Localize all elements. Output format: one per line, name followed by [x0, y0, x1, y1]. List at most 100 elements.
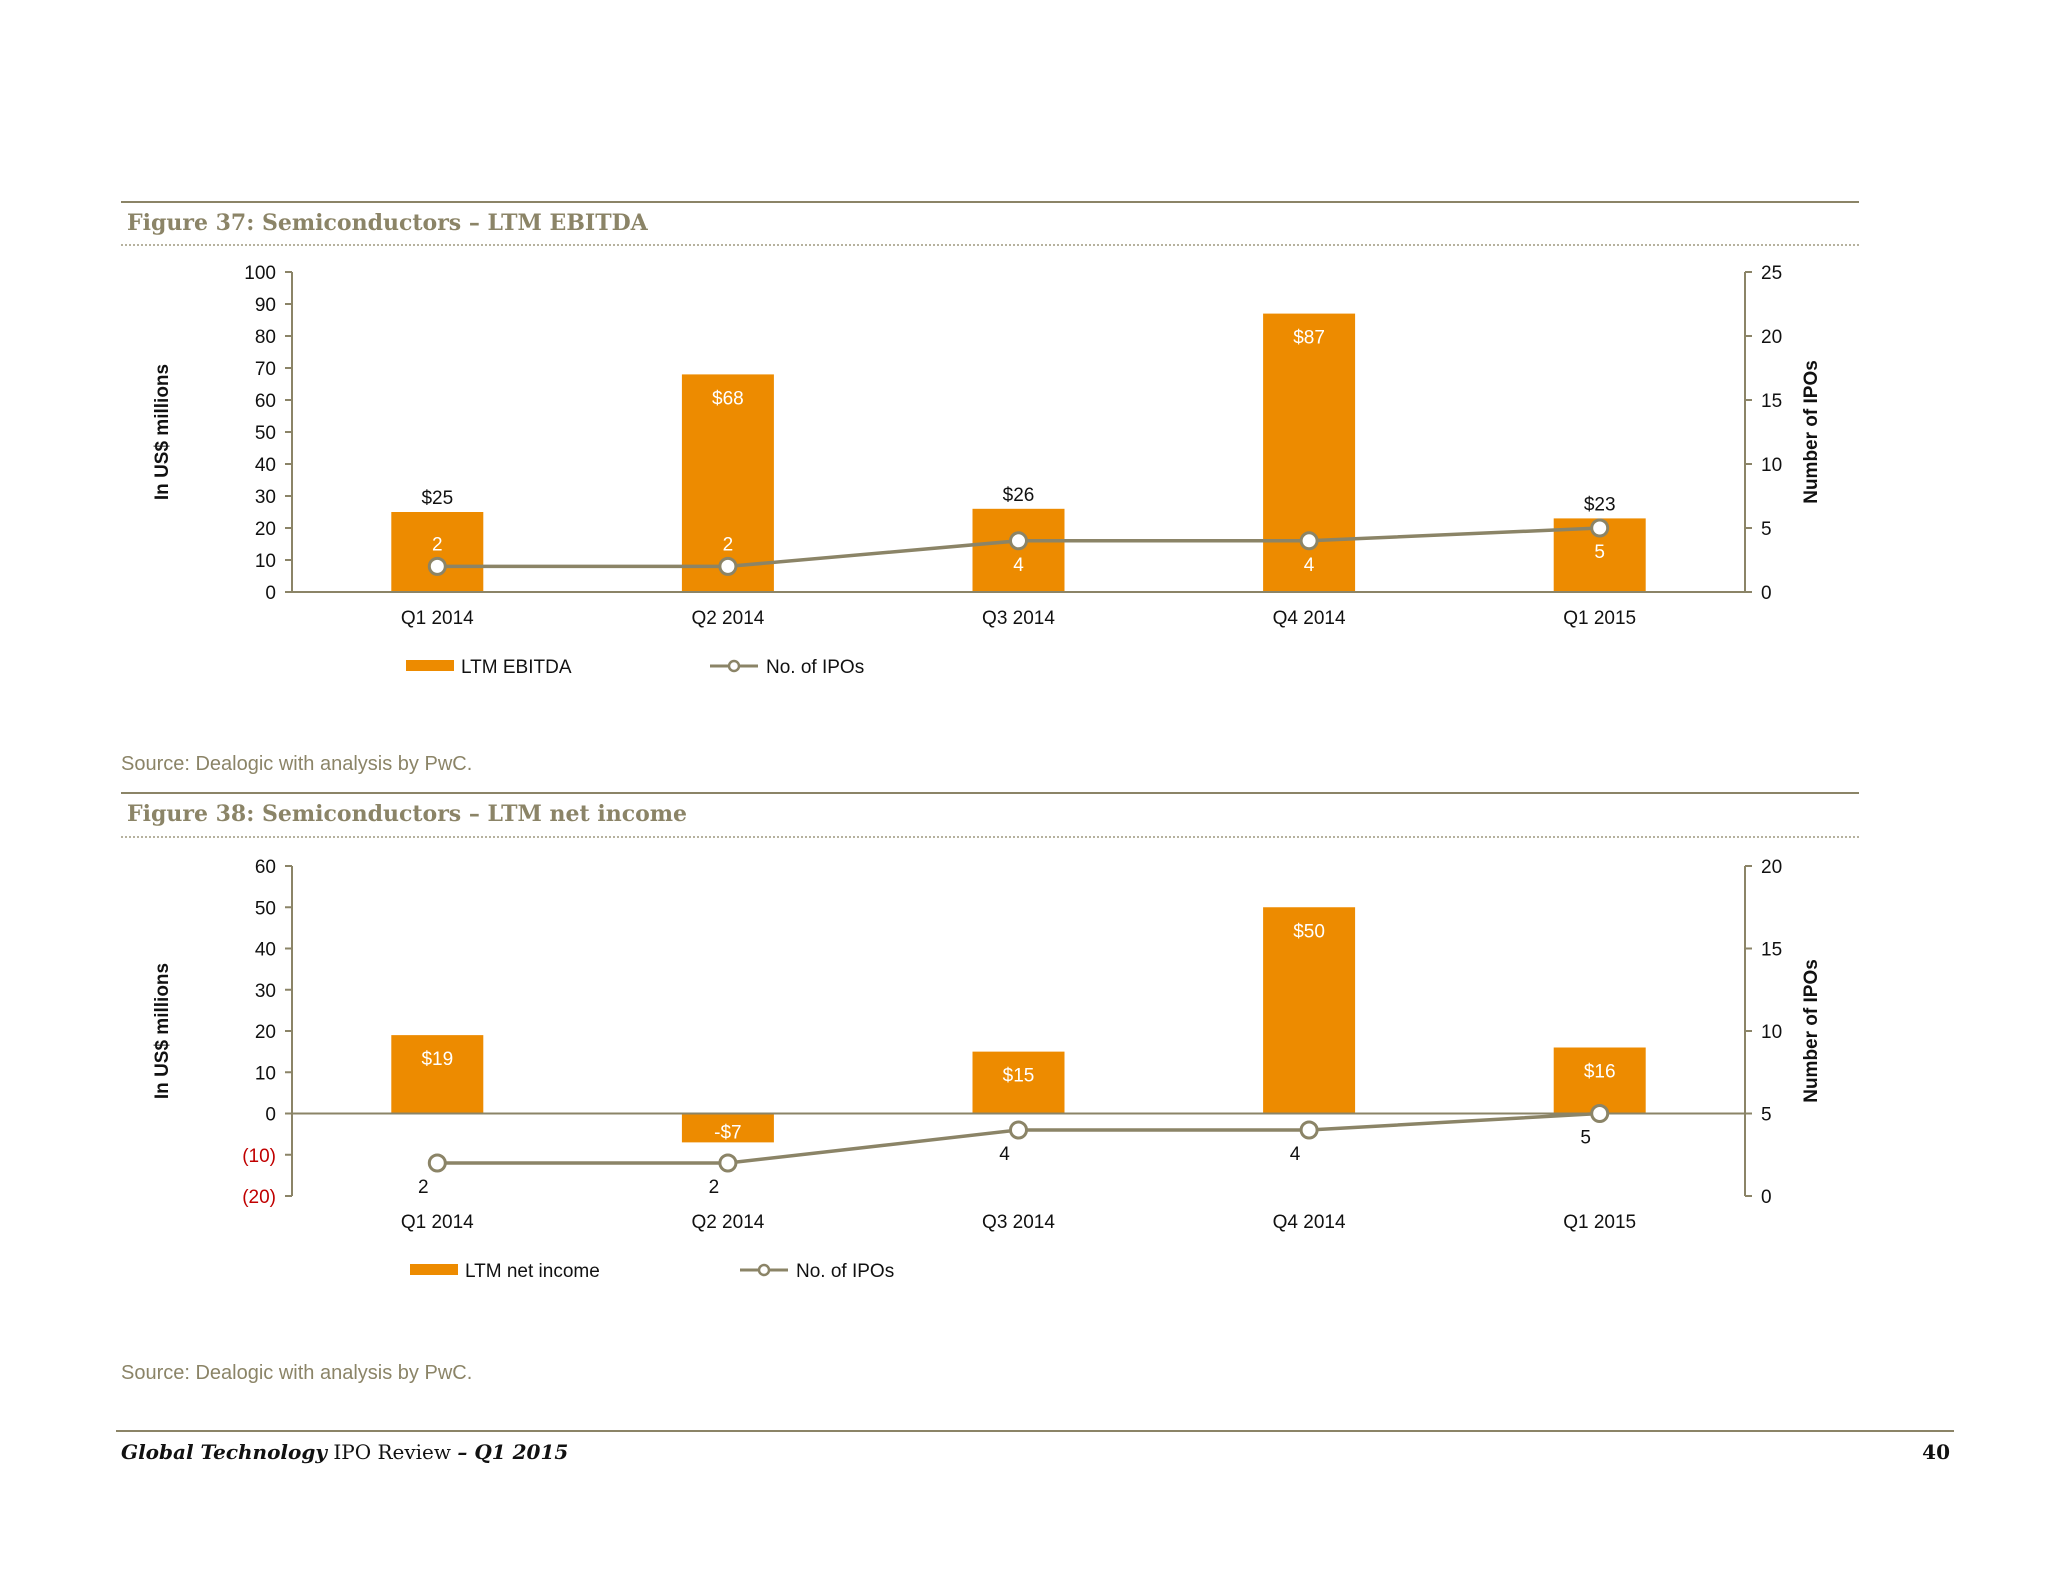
category-label: Q1 2015 — [1563, 1212, 1636, 1233]
right-axis-title: Number of IPOs — [1801, 959, 1822, 1103]
bar-data-label: $50 — [1293, 921, 1325, 942]
category-label: Q4 2014 — [1273, 608, 1346, 629]
figure-37-source: Source: Dealogic with analysis by PwC. — [121, 753, 473, 775]
left-tick-label: 0 — [265, 583, 276, 604]
figure-37-top-rule — [121, 201, 1859, 203]
left-tick-label: 100 — [244, 263, 276, 284]
bar-data-label: $16 — [1584, 1062, 1616, 1083]
category-label: Q3 2014 — [982, 608, 1055, 629]
ipo-data-label: 2 — [723, 534, 734, 555]
figure-37-title: Figure 37: Semiconductors – LTM EBITDA — [127, 210, 648, 236]
bar-data-label: $23 — [1584, 494, 1616, 515]
category-label: Q3 2014 — [982, 1212, 1055, 1233]
bar — [681, 1113, 774, 1143]
bar-data-label: -$7 — [714, 1123, 741, 1144]
bar-data-label: $25 — [421, 488, 453, 509]
bar — [1263, 907, 1356, 1114]
ipo-point — [718, 556, 738, 576]
legend-bar-swatch — [406, 660, 454, 671]
bar-data-label: $26 — [1003, 485, 1035, 506]
right-tick-label: 5 — [1761, 519, 1772, 540]
bar-data-label: $15 — [1003, 1066, 1035, 1087]
footer-title-end: – Q1 2015 — [457, 1440, 569, 1464]
right-tick-label: 0 — [1761, 583, 1772, 604]
left-tick-label: (20) — [242, 1187, 276, 1208]
figure-38-chart: (20) (10) 0 10 20 30 40 50 60 0 5 10 15 20 In US$ mill… — [152, 857, 1822, 1282]
ipo-data-label: 4 — [1290, 1144, 1301, 1165]
left-tick-label: 90 — [255, 295, 276, 316]
footer-title-mid: IPO Review — [326, 1440, 458, 1464]
footer-publication-title: Global Technology IPO Review – Q1 2015 — [121, 1440, 568, 1464]
ipo-point — [1299, 531, 1319, 551]
legend-bar-label: LTM net income — [465, 1261, 600, 1282]
left-tick-label: 10 — [255, 551, 276, 572]
bar-data-label: $87 — [1293, 328, 1325, 349]
category-label: Q1 2014 — [401, 1212, 474, 1233]
left-tick-label: 40 — [255, 940, 276, 961]
right-tick-label: 20 — [1761, 327, 1782, 348]
right-axis-title: Number of IPOs — [1801, 360, 1822, 504]
ipo-point — [427, 556, 447, 576]
figure-38-source: Source: Dealogic with analysis by PwC. — [121, 1362, 473, 1384]
legend-line-marker — [757, 1263, 771, 1277]
ipo-point — [427, 1153, 447, 1173]
left-tick-label: 40 — [255, 455, 276, 476]
ipo-data-label: 2 — [418, 1177, 429, 1198]
left-tick-label: 50 — [255, 423, 276, 444]
category-label: Q1 2015 — [1563, 608, 1636, 629]
bar — [972, 508, 1065, 592]
category-label: Q1 2014 — [401, 608, 474, 629]
ipo-data-label: 4 — [999, 1144, 1010, 1165]
left-tick-label: 70 — [255, 359, 276, 380]
left-tick-label: 30 — [255, 981, 276, 1002]
bar — [972, 1051, 1065, 1114]
bar-data-label: $68 — [712, 388, 744, 409]
page-number: 40 — [1922, 1440, 1950, 1464]
legend-line-marker — [727, 659, 741, 673]
left-axis-title: In US$ millions — [152, 364, 173, 500]
right-tick-label: 15 — [1761, 940, 1782, 961]
figure-38-dotted-rule — [121, 836, 1859, 838]
figure-37-dotted-rule — [121, 244, 1859, 246]
right-tick-label: 20 — [1761, 857, 1782, 878]
right-tick-label: 10 — [1761, 455, 1782, 476]
bar — [1553, 1047, 1646, 1114]
right-tick-label: 25 — [1761, 263, 1782, 284]
ipo-data-label: 4 — [1304, 555, 1315, 576]
right-tick-label: 15 — [1761, 391, 1782, 412]
left-tick-label: 50 — [255, 898, 276, 919]
right-tick-label: 10 — [1761, 1022, 1782, 1043]
ipo-data-label: 5 — [1594, 542, 1605, 563]
figure-38-title: Figure 38: Semiconductors – LTM net inco… — [127, 801, 688, 827]
ipo-point — [1299, 1120, 1319, 1140]
category-label: Q2 2014 — [691, 1212, 764, 1233]
ipo-data-label: 4 — [1013, 555, 1024, 576]
ipo-point — [1009, 1120, 1028, 1140]
ipo-point — [1590, 518, 1610, 538]
left-tick-label: 60 — [255, 857, 276, 878]
category-label: Q2 2014 — [691, 608, 764, 629]
footer-rule — [116, 1430, 1954, 1432]
bar-data-label: $19 — [421, 1049, 453, 1070]
right-tick-label: 5 — [1761, 1105, 1772, 1126]
legend-line-label: No. of IPOs — [766, 657, 864, 678]
footer-title-italic: Global Technology — [121, 1440, 327, 1464]
left-tick-label: 20 — [255, 519, 276, 540]
ipo-data-label: 5 — [1580, 1128, 1591, 1149]
ipo-point — [1590, 1104, 1610, 1123]
figure-38-top-rule — [121, 792, 1859, 794]
ipo-data-label: 2 — [432, 534, 443, 555]
right-tick-label: 0 — [1761, 1187, 1772, 1208]
left-tick-label: 0 — [265, 1105, 276, 1126]
ipo-data-label: 2 — [709, 1177, 720, 1198]
legend-line-label: No. of IPOs — [796, 1261, 894, 1282]
bar — [681, 374, 774, 592]
left-axis-title: In US$ millions — [152, 963, 173, 1099]
left-tick-label: 20 — [255, 1022, 276, 1043]
left-tick-label: 60 — [255, 391, 276, 412]
left-tick-label: 30 — [255, 487, 276, 508]
bar — [391, 512, 484, 592]
category-label: Q4 2014 — [1273, 1212, 1346, 1233]
ipo-point — [718, 1153, 738, 1173]
